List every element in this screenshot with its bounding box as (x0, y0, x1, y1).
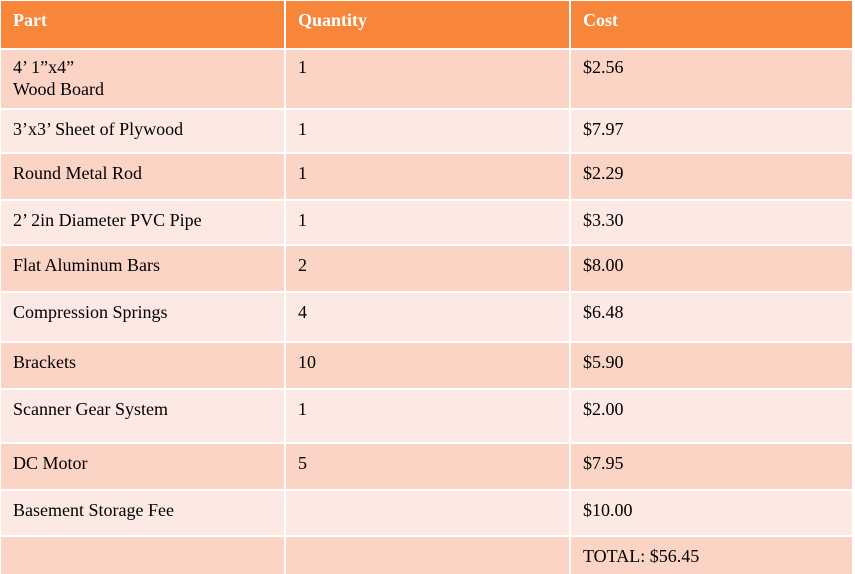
row-1-cost: $2.56 (571, 50, 852, 108)
row-8-quantity: 1 (286, 390, 569, 442)
row-5-part: Flat Aluminum Bars (1, 246, 284, 291)
header-part: Part (1, 1, 284, 48)
row-3-part: Round Metal Rod (1, 154, 284, 199)
row-10-quantity (286, 491, 569, 535)
row-9-quantity: 5 (286, 444, 569, 489)
total-cost: TOTAL: $56.45 (571, 537, 852, 574)
row-2-cost: $7.97 (571, 110, 852, 152)
row-10-cost: $10.00 (571, 491, 852, 535)
row-5-cost: $8.00 (571, 246, 852, 291)
row-7-part: Brackets (1, 343, 284, 388)
row-3-quantity: 1 (286, 154, 569, 199)
row-9-part: DC Motor (1, 444, 284, 489)
row-4-cost: $3.30 (571, 201, 852, 244)
row-6-part: Compression Springs (1, 293, 284, 341)
row-3-cost: $2.29 (571, 154, 852, 199)
row-4-quantity: 1 (286, 201, 569, 244)
row-7-quantity: 10 (286, 343, 569, 388)
row-2-part: 3’x3’ Sheet of Plywood (1, 110, 284, 152)
row-6-quantity: 4 (286, 293, 569, 341)
row-1-quantity: 1 (286, 50, 569, 108)
total-row-quantity (286, 537, 569, 574)
row-8-cost: $2.00 (571, 390, 852, 442)
row-4-part: 2’ 2in Diameter PVC Pipe (1, 201, 284, 244)
row-6-cost: $6.48 (571, 293, 852, 341)
row-10-part: Basement Storage Fee (1, 491, 284, 535)
row-2-quantity: 1 (286, 110, 569, 152)
row-8-part: Scanner Gear System (1, 390, 284, 442)
row-9-cost: $7.95 (571, 444, 852, 489)
row-7-cost: $5.90 (571, 343, 852, 388)
row-1-part: 4’ 1”x4” Wood Board (1, 50, 284, 108)
row-5-quantity: 2 (286, 246, 569, 291)
header-cost: Cost (571, 1, 852, 48)
total-row-part (1, 537, 284, 574)
header-quantity: Quantity (286, 1, 569, 48)
